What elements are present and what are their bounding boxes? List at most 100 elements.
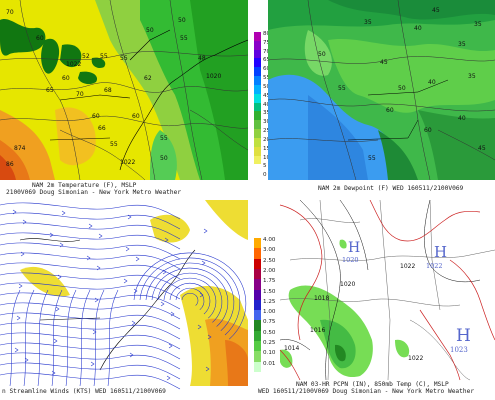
colorbar-label: 50 [263,83,271,90]
colorbar-swatch [254,84,261,95]
high-pressure-value: 1020 [342,256,359,264]
colorbar-label: 2.50 [263,257,276,264]
dewpoint-caption: NAM 2m Dewpoint (F) WED 160511/2100V069 [318,185,463,192]
caption-line: NAM 03-HR PCPN (IN), 850mb Temp (C), MSL… [296,381,449,388]
contour-label: 45 [432,7,440,14]
streamline-caption: n Streamline Winds (KTS) WED 160511/2100… [2,388,166,395]
dewpoint-map: 45 40 35 35 50 45 40 35 55 60 60 55 50 4… [267,0,495,181]
colorbar-swatch [254,129,261,139]
contour-label: 60 [92,113,100,120]
streamline [51,370,56,376]
contour-label: 45 [380,59,388,66]
isobar-label: 1022 [408,355,423,362]
streamline [135,256,140,262]
colorbar-label: 1.25 [263,298,276,305]
streamline [181,293,199,306]
streamline [175,287,205,311]
contour-label: 66 [98,125,106,132]
streamline [0,372,181,390]
streamline [0,232,181,250]
streamline [0,202,181,220]
colorbar-swatch [254,279,261,290]
dewpoint-panel: 80 75 70 65 60 55 50 45 40 35 30 25 20 15 10 5 0 [248,0,495,200]
colorbar-swatch [254,120,261,130]
colorbar-swatch [254,164,261,174]
contour-label: 55 [368,155,376,162]
isobar-label: 1014 [284,345,299,352]
streamline [0,272,181,290]
contour-label: 70 [76,91,84,98]
streamline [0,352,181,370]
colorbar-swatch [254,111,261,121]
streamline [79,289,91,387]
caption-line: NAM 2m Dewpoint (F) WED 160511/2100V069 [318,185,464,192]
colorbar-label: 65 [263,57,271,64]
colorbar-swatch [254,49,261,59]
streamline [90,361,95,367]
colorbar-label: 4.00 [263,237,276,243]
contour-label: 874 [14,145,26,152]
streamline [18,283,23,289]
colorbar-label: 70 [263,48,271,55]
streamline [96,265,101,271]
streamline [16,315,21,321]
colorbar-swatch [254,361,261,373]
contour-label: 70 [6,9,14,16]
colorbar-label: 2.00 [263,267,276,274]
streamline [207,334,212,340]
contour-label: 55 [180,35,188,42]
high-pressure-letter: H [434,243,447,261]
colorbar-label: 75 [263,39,271,46]
streamline [163,277,217,319]
caption-line: 2100V069 Doug Simonian - New York Metro … [6,189,182,197]
streamline [0,282,181,300]
colorbar-swatch [254,299,261,311]
contour-label: 45 [478,145,486,152]
colorbar-swatch [254,341,261,352]
contour-label: 55 [110,141,118,148]
streamline [125,246,130,252]
contour-label: 68 [104,87,112,94]
streamline [22,219,27,225]
colorbar-swatch [254,258,261,270]
colorbar-label: 80 [263,31,271,37]
colorbar-swatch [254,58,261,68]
precip-colorbar: 4.00 3.00 2.50 2.00 1.75 1.50 1.25 1.00 0.75 0.50… [254,237,278,373]
colorbar-label: 0.50 [263,329,276,336]
isobar-label: 1016 [310,327,325,334]
streamline [49,232,54,238]
streamline [53,338,58,344]
colorbar-swatch [254,310,261,321]
precip-panel: 4.00 3.00 2.50 2.00 1.75 1.50 1.25 1.00 0.75 0.50… [248,200,495,400]
contour-label: 60 [424,127,432,134]
caption-line: WED 160511/2100V069 Doug Simonian - New … [258,388,475,396]
streamline-panel: n Streamline Winds (KTS) WED 160511/2100… [0,200,248,400]
colorbar-label: 3.00 [263,247,276,254]
colorbar-swatch [254,268,261,280]
streamline [65,289,77,387]
streamline [98,233,103,239]
contour-label: 55 [160,135,168,142]
contour-label: 1022 [66,61,81,68]
streamline [9,289,21,387]
streamline [55,306,60,312]
streamline [0,312,181,330]
colorbar-label: 0.10 [263,350,276,357]
contour-label: 50 [160,155,168,162]
streamline [0,322,181,340]
contour-label: 60 [132,113,140,120]
contour-label: 40 [414,25,422,32]
precip-map: H 1020 H 1022 H 1023 1022 1020 1018 1016… [279,200,495,381]
colorbar-label: 30 [263,119,271,126]
streamline [94,297,99,303]
contour-label: 1022 [120,159,135,166]
streamline [23,289,35,387]
dewpoint-colorbar: 80 75 70 65 60 55 50 45 40 35 30 25 20 15 10 5 0 [254,31,274,182]
colorbar-label: 15 [263,145,271,152]
precip-caption: NAM 03-HR PCPN (IN), 850mb Temp (C), MSL… [258,381,474,395]
streamline [24,357,29,363]
streamline [151,267,229,327]
contour-label: 50 [146,27,154,34]
streamline [92,329,97,335]
contour-label: 35 [468,73,476,80]
